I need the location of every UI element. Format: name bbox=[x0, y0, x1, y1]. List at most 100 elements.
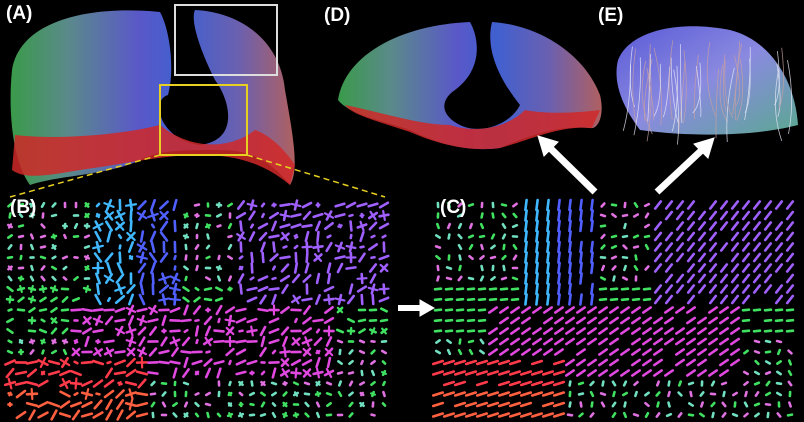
glyph bbox=[713, 413, 714, 417]
glyph bbox=[591, 221, 592, 231]
glyph bbox=[382, 351, 385, 353]
glyph bbox=[327, 383, 331, 384]
glyph bbox=[755, 383, 759, 385]
glyph bbox=[272, 383, 276, 384]
glyph bbox=[116, 351, 125, 352]
glyph bbox=[171, 362, 180, 364]
glyph bbox=[53, 257, 56, 259]
glyph bbox=[437, 277, 438, 281]
glyph bbox=[536, 295, 537, 305]
glyph bbox=[175, 256, 176, 259]
glyph bbox=[459, 245, 461, 248]
glyph bbox=[32, 389, 33, 399]
glyph bbox=[237, 341, 246, 342]
glyph bbox=[457, 331, 463, 332]
glyph bbox=[536, 232, 537, 242]
glyph bbox=[262, 403, 264, 406]
glyph bbox=[448, 350, 450, 354]
glyph bbox=[196, 224, 197, 228]
glyph bbox=[614, 277, 615, 281]
glyph bbox=[130, 257, 132, 259]
glyph bbox=[558, 263, 559, 273]
glyph bbox=[558, 221, 559, 231]
glyph bbox=[777, 383, 781, 384]
glyph bbox=[229, 224, 231, 228]
glyph bbox=[435, 331, 441, 332]
glyph bbox=[82, 362, 92, 363]
glyph bbox=[163, 403, 165, 406]
glyph bbox=[328, 295, 329, 304]
glyph bbox=[64, 350, 66, 354]
glyph bbox=[525, 211, 526, 221]
glyph bbox=[41, 247, 45, 248]
glyph bbox=[206, 278, 209, 280]
glyph bbox=[317, 392, 318, 396]
glyph bbox=[305, 394, 309, 395]
glyph bbox=[479, 299, 485, 300]
glyph bbox=[229, 413, 231, 417]
glyph bbox=[701, 403, 702, 407]
glyph bbox=[669, 382, 670, 386]
glyph bbox=[219, 319, 220, 322]
glyph bbox=[307, 253, 308, 262]
glyph bbox=[446, 310, 452, 311]
glyph bbox=[469, 204, 473, 205]
glyph bbox=[435, 310, 441, 311]
glyph bbox=[635, 203, 637, 206]
glyph bbox=[175, 221, 176, 231]
glyph bbox=[601, 393, 605, 394]
glyph bbox=[569, 242, 570, 252]
glyph bbox=[646, 413, 648, 417]
glyph bbox=[547, 242, 548, 252]
glyph bbox=[766, 404, 770, 405]
glyph bbox=[152, 403, 154, 406]
glyph bbox=[634, 414, 638, 415]
glyph bbox=[525, 253, 526, 263]
glyph bbox=[437, 224, 438, 228]
glyph bbox=[63, 257, 67, 259]
glyph bbox=[252, 372, 253, 375]
glyph bbox=[119, 382, 120, 385]
glyph bbox=[602, 266, 603, 270]
glyph bbox=[569, 221, 570, 231]
glyph bbox=[19, 236, 23, 237]
glyph bbox=[547, 253, 548, 263]
glyph bbox=[382, 372, 386, 374]
glyph bbox=[612, 257, 616, 259]
glyph bbox=[372, 415, 375, 416]
glyph bbox=[579, 394, 583, 395]
glyph bbox=[525, 295, 526, 305]
glyph bbox=[8, 257, 12, 258]
glyph bbox=[624, 382, 626, 386]
glyph bbox=[502, 205, 506, 206]
glyph bbox=[42, 320, 45, 321]
glyph bbox=[755, 351, 759, 352]
glyph bbox=[479, 310, 485, 311]
glyph bbox=[536, 211, 537, 221]
glyph bbox=[259, 309, 268, 310]
glyph bbox=[536, 284, 537, 294]
glyph bbox=[623, 236, 627, 237]
glyph bbox=[328, 274, 329, 283]
glyph bbox=[314, 320, 323, 321]
glyph bbox=[228, 256, 231, 258]
glyph bbox=[361, 361, 362, 364]
glyph bbox=[262, 214, 263, 217]
glyph bbox=[645, 236, 649, 237]
glyph bbox=[31, 266, 32, 270]
glyph bbox=[469, 278, 473, 279]
glyph bbox=[591, 284, 592, 294]
glyph bbox=[501, 299, 507, 300]
glyph bbox=[766, 362, 770, 364]
glyph bbox=[295, 236, 298, 237]
glyph bbox=[470, 224, 471, 228]
glyph bbox=[94, 330, 103, 332]
glyph bbox=[359, 320, 365, 321]
glyph bbox=[229, 393, 231, 395]
glyph bbox=[185, 330, 188, 332]
glyph bbox=[754, 331, 760, 332]
glyph bbox=[338, 372, 342, 373]
panel-label: (E) bbox=[598, 5, 623, 26]
glyph bbox=[722, 383, 726, 384]
glyph bbox=[94, 309, 103, 310]
